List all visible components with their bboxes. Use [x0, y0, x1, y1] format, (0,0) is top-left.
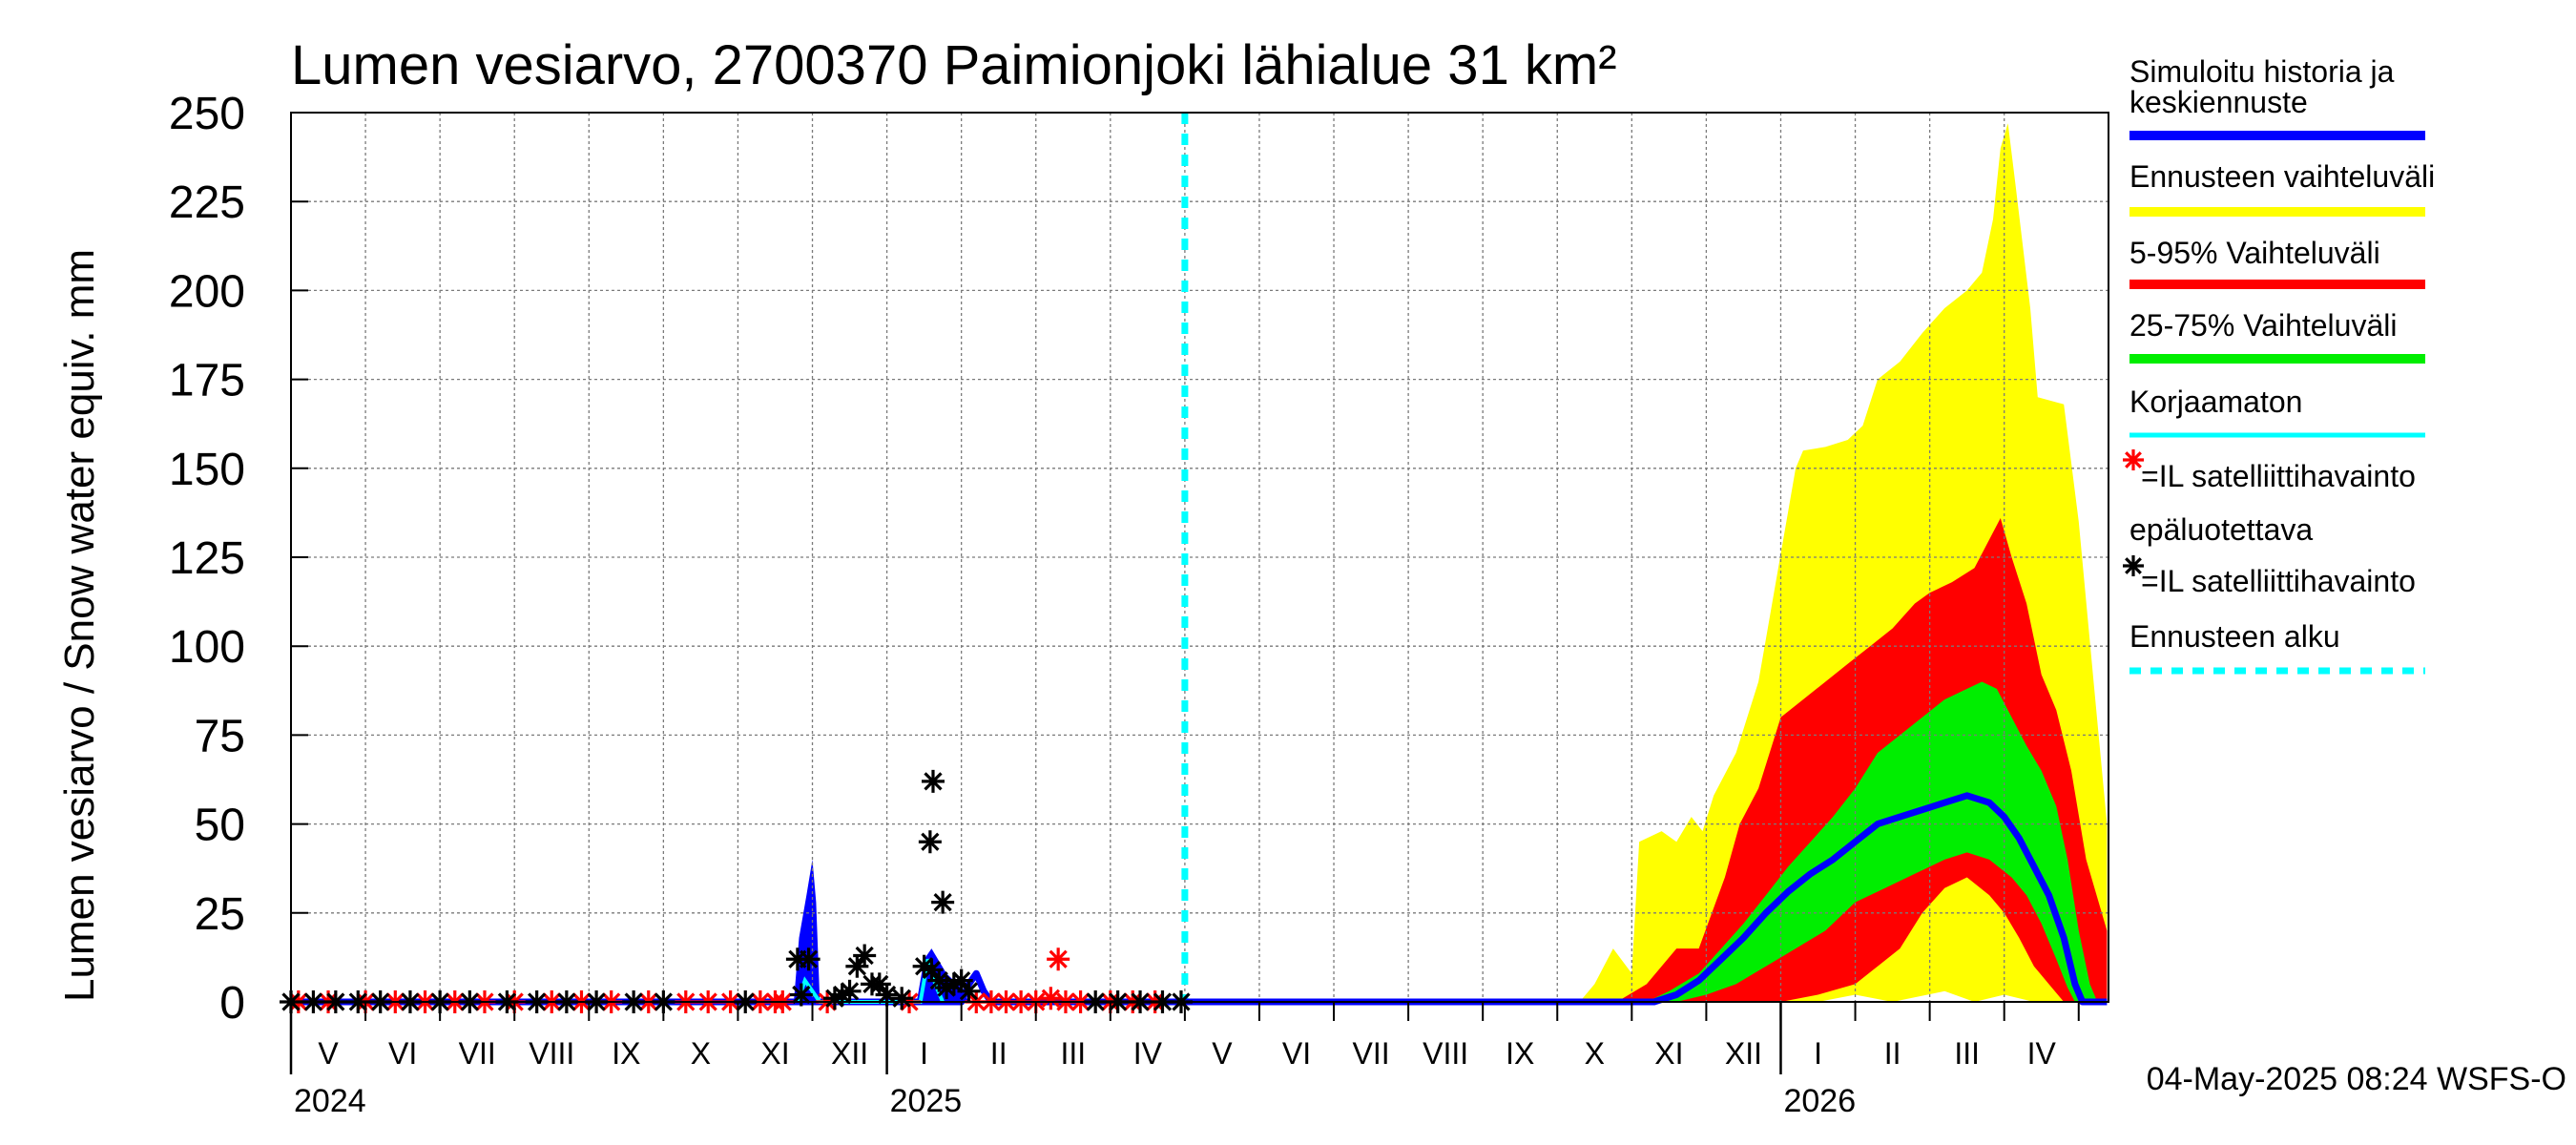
obs-black-marker — [789, 983, 813, 1007]
star-stroke — [952, 971, 971, 990]
y-tick-label: 0 — [219, 978, 245, 1029]
month-label: X — [1585, 1036, 1605, 1071]
legend-red-star — [2123, 449, 2144, 470]
month-label: II — [1884, 1036, 1901, 1071]
obs-black-marker — [921, 769, 945, 793]
star-stroke — [1049, 949, 1068, 968]
legend-label: keskiennuste — [2129, 85, 2308, 119]
obs-black-marker — [957, 979, 981, 1003]
forecast-bands — [794, 123, 2108, 1002]
year-label: 2024 — [294, 1083, 366, 1119]
legend-black-star — [2123, 555, 2144, 576]
month-label: I — [920, 1036, 928, 1071]
band-5-95 — [1616, 518, 2108, 1002]
obs-red-marker — [1039, 987, 1063, 1010]
y-tick-label: 225 — [169, 177, 245, 228]
star-stroke — [1041, 989, 1060, 1008]
star-stroke — [877, 985, 897, 1005]
month-label: XI — [760, 1036, 789, 1071]
star-stroke — [847, 957, 866, 976]
month-label: IX — [612, 1036, 640, 1071]
y-tick-label: 50 — [195, 801, 245, 851]
legend-label: Korjaamaton — [2129, 385, 2302, 419]
timestamp-label: 04-May-2025 08:24 WSFS-O — [2147, 1061, 2566, 1097]
star-stroke — [922, 960, 942, 980]
legend-label: =IL satelliittihavainto — [2141, 459, 2416, 493]
legend-label: =IL satelliittihavainto — [2141, 564, 2416, 598]
month-label: V — [1212, 1036, 1233, 1071]
obs-black-marker — [918, 830, 942, 854]
month-label: IV — [2027, 1036, 2057, 1071]
legend-label: Ennusteen vaihteluväli — [2129, 159, 2435, 194]
star-stroke — [792, 985, 811, 1005]
star-stroke — [2125, 557, 2142, 574]
year-label: 2025 — [890, 1083, 963, 1119]
month-label: IX — [1506, 1036, 1534, 1071]
obs-black-marker — [890, 987, 914, 1010]
y-tick-label: 250 — [169, 89, 245, 139]
month-label: VII — [1353, 1036, 1390, 1071]
month-label: II — [990, 1036, 1008, 1071]
month-label: VI — [1282, 1036, 1311, 1071]
y-tick-label: 200 — [169, 266, 245, 317]
legend-label: 25-75% Vaihteluväli — [2129, 308, 2397, 343]
axes: 0 25 50 75 100 125 150 175 200 225 250 2024 2025 2026… — [169, 89, 2109, 1119]
month-label: VII — [459, 1036, 496, 1071]
star-stroke — [799, 949, 819, 968]
y-tick-label: 175 — [169, 356, 245, 406]
obs-black-marker — [867, 972, 891, 996]
obs-black-marker — [853, 944, 877, 968]
star-stroke — [915, 957, 934, 976]
legend-label: Simuloitu historia ja — [2129, 54, 2395, 89]
year-label: 2026 — [1783, 1083, 1856, 1119]
star-stroke — [840, 982, 860, 1001]
y-tick-label: 25 — [195, 889, 245, 940]
month-label: XI — [1654, 1036, 1683, 1071]
chart-title: Lumen vesiarvo, 2700370 Paimionjoki lähi… — [291, 34, 1617, 96]
obs-red-marker — [1047, 947, 1070, 971]
y-axis-label: Lumen vesiarvo / Snow water equiv. mm — [56, 249, 103, 1002]
month-label: IV — [1133, 1036, 1163, 1071]
legend-label: Ennusteen alku — [2129, 619, 2340, 654]
legend-label: 5-95% Vaihteluväli — [2129, 236, 2380, 270]
obs-black-marker — [935, 976, 959, 1000]
star-stroke — [933, 892, 952, 912]
month-label: VIII — [1423, 1036, 1468, 1071]
y-tick-label: 150 — [169, 445, 245, 495]
month-label: III — [1954, 1036, 1980, 1071]
star-stroke — [870, 974, 889, 993]
month-label: I — [1814, 1036, 1822, 1071]
month-label: VIII — [529, 1036, 574, 1071]
star-stroke — [855, 946, 874, 966]
month-label: III — [1060, 1036, 1086, 1071]
month-label: X — [691, 1036, 711, 1071]
star-stroke — [2125, 451, 2142, 468]
obs-black-marker — [920, 958, 944, 982]
y-tick-label: 75 — [195, 711, 245, 761]
obs-black-marker — [797, 947, 821, 971]
star-stroke — [921, 832, 940, 851]
y-tick-label: 100 — [169, 622, 245, 673]
star-stroke — [959, 982, 979, 1001]
legend-label: epäluotettava — [2129, 512, 2313, 547]
month-label: V — [318, 1036, 339, 1071]
obs-black-marker — [838, 979, 862, 1003]
y-tick-label: 125 — [169, 533, 245, 584]
month-label: XII — [1725, 1036, 1762, 1071]
observation-markers — [280, 769, 1193, 1013]
obs-black-marker — [931, 890, 955, 914]
month-label: XII — [831, 1036, 868, 1071]
star-stroke — [892, 989, 911, 1008]
star-stroke — [924, 772, 943, 791]
obs-black-marker — [875, 983, 899, 1007]
month-label: VI — [388, 1036, 417, 1071]
